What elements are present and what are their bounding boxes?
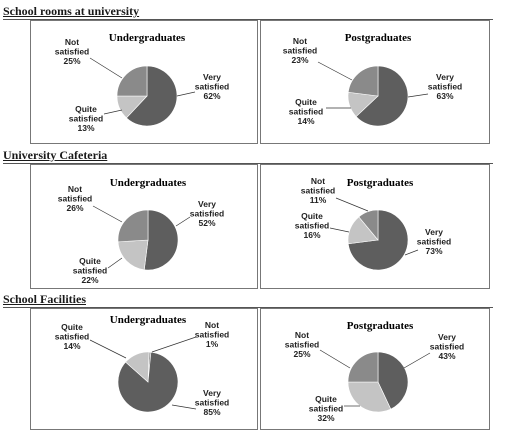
section-title-cafeteria: University Cafeteria: [3, 148, 108, 162]
chart-title: Postgraduates: [347, 177, 414, 189]
slice-label: Quite satisfied 14%: [55, 322, 90, 351]
chart-title: Postgraduates: [347, 320, 414, 332]
slice-label: Quite satisfied 16%: [295, 211, 330, 240]
leader-line: [103, 109, 123, 115]
pie-slice: [358, 209, 379, 241]
section-rule: [3, 19, 493, 20]
slice-label: Very satisfied 43%: [430, 332, 465, 361]
pie-slice: [347, 65, 379, 97]
leader-line: [107, 257, 123, 269]
pie-slice: [355, 65, 409, 127]
leader-line: [171, 404, 197, 410]
chart-title: Undergraduates: [110, 314, 187, 326]
slice-label: Very satisfied 85%: [195, 388, 230, 417]
slice-label: Very satisfied 73%: [417, 227, 452, 256]
chart-title: Undergraduates: [109, 32, 186, 44]
slice-label: Very satisfied 52%: [190, 199, 225, 228]
slice-label: Not satisfied 1%: [195, 320, 230, 349]
pie-slice: [126, 65, 178, 127]
pie-slice: [117, 209, 149, 243]
section-rule: [3, 163, 493, 164]
leader-line: [89, 339, 127, 359]
leader-line: [335, 197, 369, 212]
slice-label: Quite satisfied 14%: [289, 97, 324, 126]
section-title-facilities: School Facilities: [3, 292, 86, 306]
chart-title: Undergraduates: [110, 177, 187, 189]
leader-line: [403, 352, 431, 369]
slice-label: Not satisfied 26%: [58, 184, 93, 213]
leader-line: [407, 93, 429, 98]
pie-slice: [125, 351, 150, 383]
slice-label: Quite satisfied 22%: [73, 256, 108, 285]
pie-slice: [117, 239, 149, 271]
leader-line: [329, 227, 350, 233]
leader-line: [89, 57, 123, 79]
slice-label: Very satisfied 62%: [195, 72, 230, 101]
slice-label: Not satisfied 23%: [283, 36, 318, 65]
slice-label: Quite satisfied 32%: [309, 394, 344, 423]
slice-label: Quite satisfied 13%: [69, 104, 104, 133]
slice-label: Very satisfied 63%: [428, 72, 463, 101]
leader-line: [175, 216, 191, 227]
pie-slice: [347, 381, 392, 413]
slice-label: Not satisfied 25%: [285, 330, 320, 359]
section-title-school-rooms: School rooms at university: [3, 4, 140, 18]
section-rule: [3, 307, 493, 308]
chart-title: Postgraduates: [345, 32, 412, 44]
pie-slice: [377, 351, 409, 410]
leader-line: [176, 91, 196, 97]
leader-line: [151, 336, 197, 353]
pie-slice: [143, 209, 179, 271]
slice-label: Not satisfied 11%: [301, 176, 336, 205]
slice-label: Not satisfied 25%: [55, 37, 90, 66]
leader-line: [317, 61, 353, 81]
leader-line: [319, 349, 351, 369]
pie-slice: [347, 351, 379, 383]
leader-line: [92, 205, 123, 223]
leader-line: [404, 249, 419, 256]
pie-slice: [116, 65, 148, 97]
